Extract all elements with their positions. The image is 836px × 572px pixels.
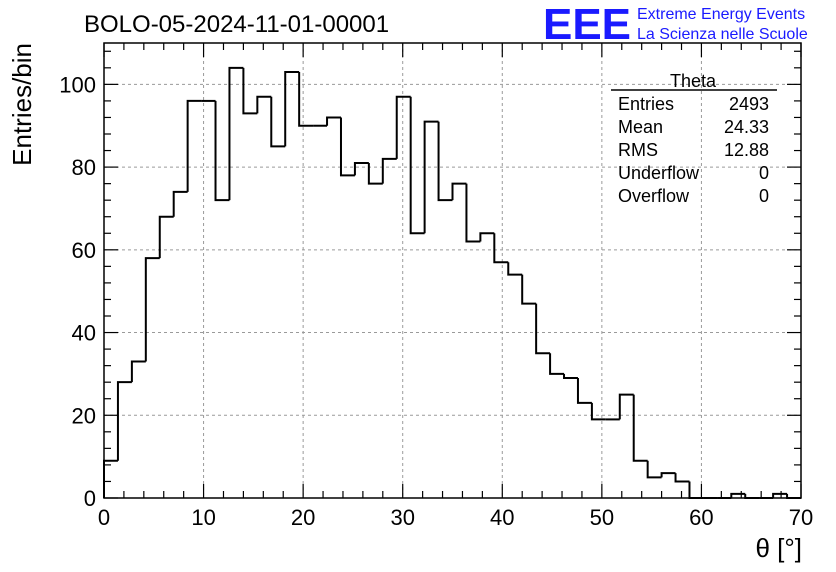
histogram-bin-21 — [395, 95, 411, 159]
histogram-bin-9 — [228, 66, 244, 201]
y-tick-label: 80 — [72, 155, 96, 180]
x-tick-label: 10 — [191, 505, 215, 530]
histogram-bin-25 — [451, 182, 467, 201]
eee-logo: EEE Extreme Energy Events La Scienza nel… — [543, 0, 808, 49]
histogram-bin-20 — [381, 157, 397, 184]
histogram-bin-2 — [130, 360, 146, 383]
histogram-bin-24 — [437, 121, 453, 202]
histogram-bin-26 — [465, 183, 481, 243]
stats-label-overflow: Overflow — [618, 186, 690, 206]
x-tick-label: 30 — [390, 505, 414, 530]
x-tick-label: 60 — [689, 505, 713, 530]
histogram-bin-18 — [353, 161, 369, 176]
histogram-bin-48 — [772, 492, 788, 498]
stats-label-entries: Entries — [618, 94, 674, 114]
y-tick-label: 0 — [84, 486, 96, 511]
histogram-bin-13 — [284, 70, 300, 147]
x-tick-label: 70 — [789, 505, 813, 530]
histogram-bin-39 — [646, 460, 662, 479]
x-tick-label: 50 — [590, 505, 614, 530]
stats-value-rms: 12.88 — [724, 140, 769, 160]
histogram-bin-34 — [576, 378, 592, 404]
histogram-bin-8 — [214, 100, 230, 202]
y-tick-label: 20 — [72, 403, 96, 428]
stats-value-overflow: 0 — [759, 186, 769, 206]
histogram-bin-27 — [479, 232, 495, 242]
logo-line-1: Extreme Energy Events — [637, 6, 805, 23]
y-tick-label: 60 — [72, 238, 96, 263]
histogram-bin-32 — [549, 353, 565, 375]
plot-frame — [103, 42, 802, 499]
stats-value-underflow: 0 — [759, 163, 769, 183]
histogram-bin-16 — [326, 116, 341, 126]
histogram-bin-29 — [507, 262, 523, 276]
histogram-bin-33 — [563, 373, 578, 380]
y-tick-label: 40 — [72, 321, 96, 346]
stats-value-mean: 24.33 — [724, 117, 769, 137]
histogram-bin-12 — [270, 96, 286, 148]
histogram-bin-40 — [660, 472, 676, 478]
histogram-bin-10 — [242, 67, 258, 115]
histogram-bin-4 — [158, 215, 174, 259]
histogram-bin-35 — [590, 402, 606, 421]
tick-labels: 0 10 20 30 40 50 60 70 0 20 40 60 80 100 — [59, 72, 813, 530]
plot-title: BOLO-05-2024-11-01-00001 — [84, 11, 389, 38]
histogram-bin-5 — [172, 190, 188, 217]
histogram-bin-19 — [367, 162, 383, 185]
histogram-bin-31 — [535, 303, 551, 355]
stats-value-entries: 2493 — [729, 94, 769, 114]
histogram-bin-37 — [618, 393, 634, 420]
x-tick-label: 40 — [490, 505, 514, 530]
stats-label-underflow: Underflow — [618, 163, 700, 183]
histogram-bin-23 — [423, 120, 439, 234]
histogram-bin-11 — [256, 95, 272, 114]
histogram-bin-30 — [521, 274, 537, 305]
histogram-bin-14 — [298, 71, 314, 127]
histogram-bins — [103, 66, 801, 499]
stats-name: Theta — [670, 71, 717, 91]
x-tick-label: 20 — [291, 505, 315, 530]
logo-line-2: La Scienza nelle Scuole — [637, 26, 808, 43]
histogram-bin-0 — [103, 459, 118, 498]
histogram-bin-17 — [339, 117, 355, 177]
y-axis-title: Entries/bin — [7, 43, 37, 166]
histogram-bin-28 — [493, 233, 509, 264]
eee-logo-mark: EEE — [543, 0, 631, 49]
histogram-bin-38 — [632, 394, 648, 462]
histogram-bin-41 — [674, 473, 690, 483]
histogram-bin-22 — [409, 96, 425, 235]
histogram-bin-6 — [186, 99, 202, 192]
histogram-bin-3 — [144, 257, 160, 362]
x-tick-label: 0 — [98, 505, 110, 530]
stats-box: Theta Entries 2493 Mean 24.33 RMS 12.88 … — [611, 71, 777, 206]
stats-label-rms: RMS — [618, 140, 658, 160]
y-tick-label: 100 — [59, 72, 96, 97]
grid-lines — [104, 43, 801, 498]
histogram-bin-45 — [730, 492, 746, 498]
histogram-bin-1 — [116, 381, 132, 461]
x-axis-title: θ [°] — [755, 533, 802, 563]
stats-label-mean: Mean — [618, 117, 663, 137]
axis-ticks — [103, 43, 802, 499]
